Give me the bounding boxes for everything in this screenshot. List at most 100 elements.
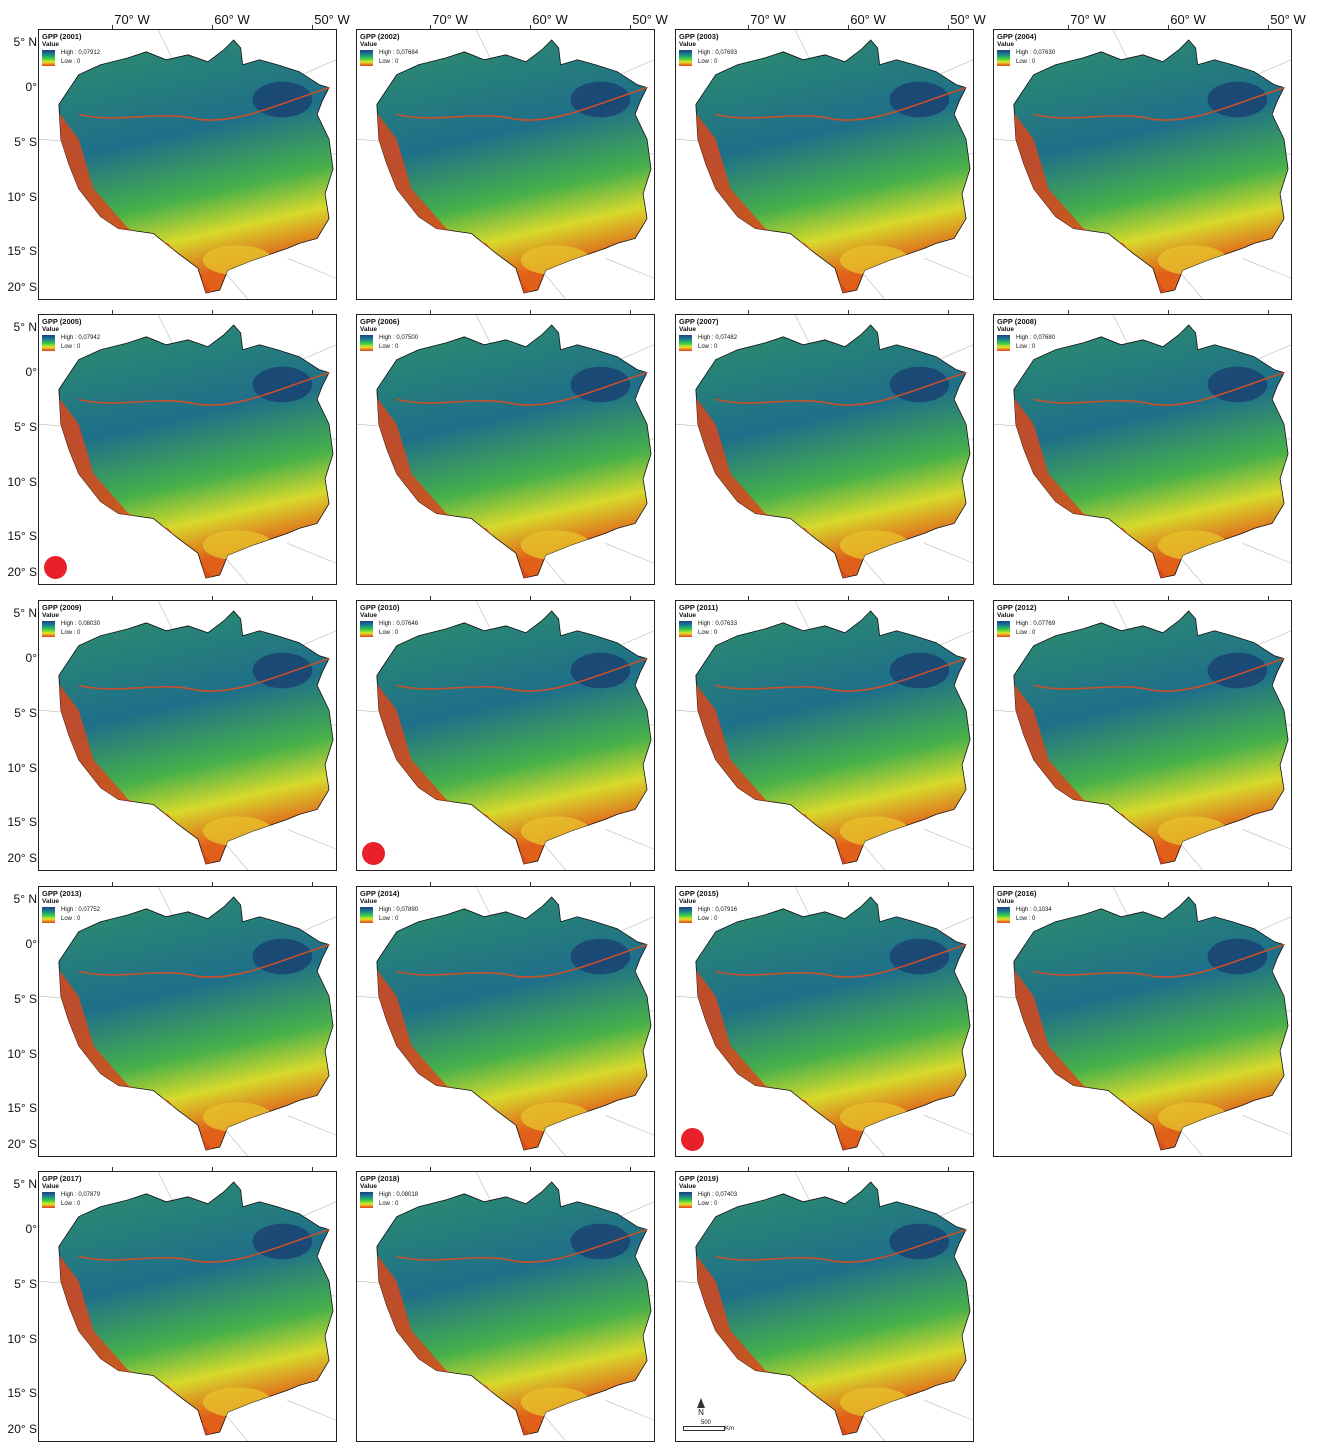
legend-low-label: Low : 0 — [61, 916, 81, 922]
amazon-river — [78, 657, 330, 692]
amazon-basin — [58, 1181, 334, 1436]
legend-high-label: High : 0,1034 — [1016, 907, 1052, 913]
panel-title: GPP (2005) — [42, 317, 82, 326]
longitude-label: 60° W — [214, 12, 250, 27]
amazon-river — [715, 371, 967, 406]
legend-ramp-row: High : 0,07680 Low : 0 — [997, 334, 1055, 352]
legend-high-label: High : 0,07912 — [61, 50, 101, 56]
latitude-label: 10° S — [7, 475, 37, 489]
panel-title: GPP (2008) — [997, 317, 1037, 326]
amazon-basin — [376, 1181, 652, 1436]
legend-value-title: Value — [42, 898, 59, 905]
legend-ramp-row: High : 0,07633 Low : 0 — [679, 620, 737, 638]
latitude-label: 0° — [25, 937, 37, 951]
legend-value-title: Value — [360, 1183, 377, 1190]
legend-ramp-row: High : 0,07693 Low : 0 — [679, 49, 737, 67]
color-ramp — [42, 335, 55, 351]
map-panel: GPP (2007) Value High : 0,07482 Low : 0 — [675, 314, 974, 585]
panel-title: GPP (2007) — [679, 317, 719, 326]
legend-ramp-row: High : 0,07482 Low : 0 — [679, 334, 737, 352]
scale-bar-unit: Km — [725, 1426, 734, 1433]
north-label: N — [698, 1408, 704, 1417]
map-panel: GPP (2012) Value High : 0,07769 Low : 0 — [993, 600, 1292, 871]
amazon-basin — [376, 39, 652, 294]
axis-tick — [630, 25, 631, 29]
map-panel: GPP (2019) Value High : 0,07403 Low : 0 — [675, 1171, 974, 1442]
color-ramp — [360, 335, 373, 351]
amazon-basin — [695, 324, 971, 579]
longitude-label: 60° W — [850, 12, 886, 27]
map-legend: GPP (2006) Value High : 0,07500 Low : 0 — [360, 318, 418, 352]
axis-tick — [430, 25, 431, 29]
gpp-map — [39, 30, 336, 299]
axis-tick — [630, 596, 631, 600]
latitude-label: 0° — [25, 365, 37, 379]
color-ramp — [997, 621, 1010, 637]
axis-tick — [212, 310, 213, 314]
amazon-basin — [376, 324, 652, 579]
latitude-label: 5° N — [13, 606, 37, 620]
legend-value-title: Value — [42, 41, 59, 48]
gpp-map — [39, 887, 336, 1156]
legend-low-label: Low : 0 — [61, 59, 81, 65]
map-legend: GPP (2019) Value High : 0,07403 Low : 0 — [679, 1175, 737, 1209]
axis-tick — [112, 882, 113, 886]
color-ramp — [679, 50, 692, 66]
map-legend: GPP (2009) Value High : 0,08030 Low : 0 — [42, 604, 100, 638]
latitude-label: 0° — [25, 1222, 37, 1236]
map-panel: GPP (2016) Value High : 0,1034 Low : 0 — [993, 886, 1292, 1157]
longitude-label: 70° W — [432, 12, 468, 27]
legend-low-label: Low : 0 — [61, 1201, 81, 1207]
legend-high-label: High : 0,07769 — [1016, 621, 1056, 627]
map-panel: GPP (2001) Value High : 0,07912 Low : 0 — [38, 29, 337, 300]
longitude-label: 50° W — [950, 12, 986, 27]
panel-title: GPP (2016) — [997, 889, 1037, 898]
amazon-river — [78, 86, 330, 121]
map-panel: GPP (2013) Value High : 0,07752 Low : 0 — [38, 886, 337, 1157]
legend-value-title: Value — [997, 898, 1014, 905]
amazon-river — [1033, 657, 1285, 692]
latitude-label: 5° S — [14, 706, 37, 720]
gpp-map — [357, 887, 654, 1156]
color-ramp — [42, 1192, 55, 1208]
amazon-basin — [376, 896, 652, 1151]
axis-tick — [1068, 882, 1069, 886]
axis-tick — [430, 310, 431, 314]
panel-title: GPP (2003) — [679, 32, 719, 41]
scale-bar-rule — [683, 1426, 725, 1431]
legend-low-label: Low : 0 — [1016, 344, 1036, 350]
longitude-label: 50° W — [632, 12, 668, 27]
latitude-label: 15° S — [7, 1101, 37, 1115]
longitude-label: 70° W — [114, 12, 150, 27]
latitude-label: 0° — [25, 651, 37, 665]
panel-title: GPP (2015) — [679, 889, 719, 898]
legend-ramp-row: High : 0,08018 Low : 0 — [360, 1191, 418, 1209]
map-legend: GPP (2010) Value High : 0,07646 Low : 0 — [360, 604, 418, 638]
color-ramp — [997, 907, 1010, 923]
axis-tick — [112, 1167, 113, 1171]
legend-high-label: High : 0,07879 — [61, 1192, 101, 1198]
amazon-river — [78, 1228, 330, 1263]
color-ramp — [42, 50, 55, 66]
amazon-river — [715, 1228, 967, 1263]
legend-value-title: Value — [360, 41, 377, 48]
amazon-basin — [1013, 39, 1289, 294]
legend-value-title: Value — [997, 41, 1014, 48]
axis-tick — [948, 310, 949, 314]
axis-tick — [530, 25, 531, 29]
axis-tick — [312, 310, 313, 314]
latitude-label: 15° S — [7, 1386, 37, 1400]
axis-tick — [948, 25, 949, 29]
axis-tick — [848, 882, 849, 886]
legend-ramp-row: High : 0,07879 Low : 0 — [42, 1191, 100, 1209]
map-legend: GPP (2003) Value High : 0,07693 Low : 0 — [679, 32, 737, 67]
gpp-map — [39, 601, 336, 870]
axis-tick — [630, 310, 631, 314]
amazon-river — [396, 371, 648, 406]
amazon-river — [1033, 86, 1285, 121]
legend-high-label: High : 0,07684 — [379, 50, 419, 56]
axis-tick — [848, 1167, 849, 1171]
panel-title: GPP (2013) — [42, 889, 82, 898]
legend-low-label: Low : 0 — [61, 344, 81, 350]
axis-tick — [1168, 25, 1169, 29]
